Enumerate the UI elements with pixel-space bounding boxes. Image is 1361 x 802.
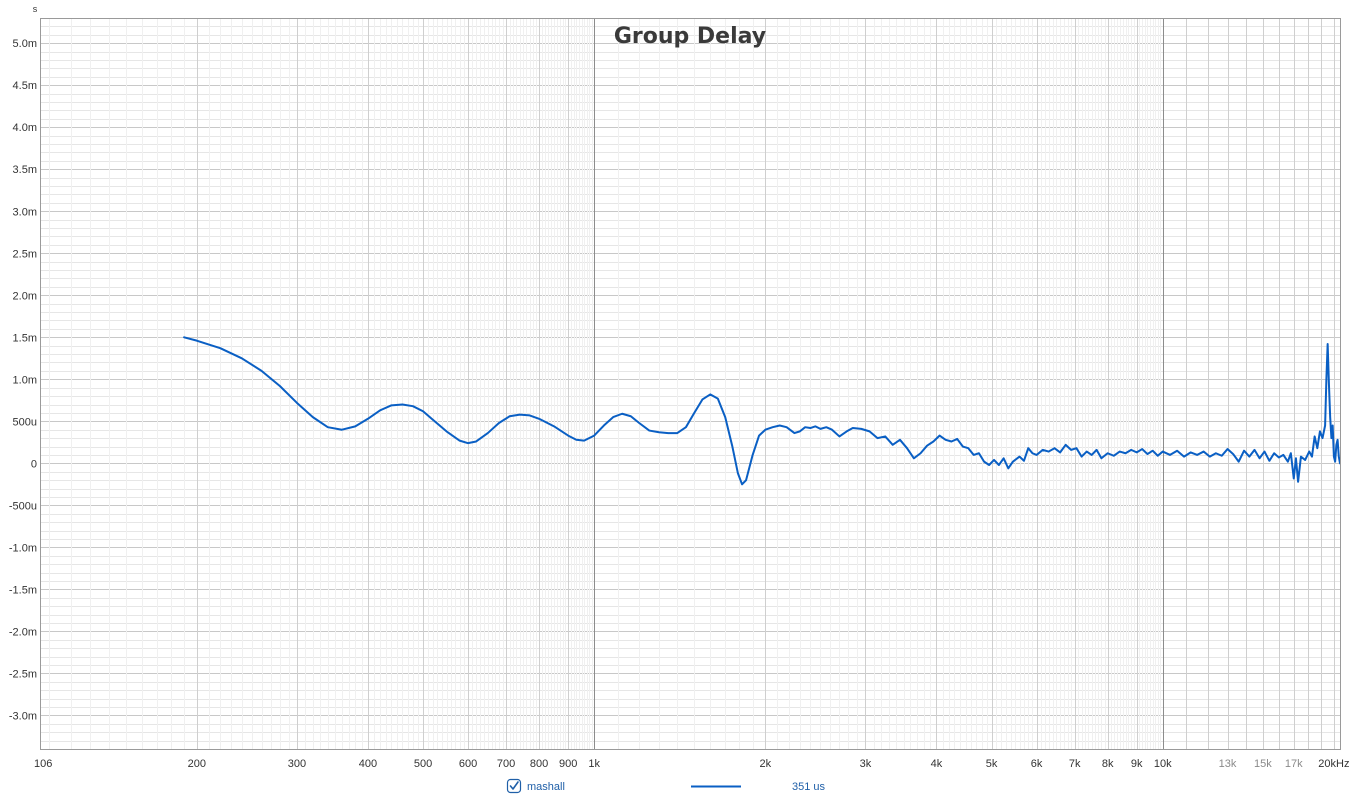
x-tick-label: 106 [34,758,52,770]
x-tick-label: 20kHz [1318,758,1349,770]
x-tick-label: 13k [1219,758,1237,770]
x-tick-label: 17k [1285,758,1303,770]
x-tick-label: 200 [188,758,206,770]
y-axis-ticks: 5.0m 4.5m 4.0m 3.5m 3.0m 2.5m 2.0m 1.5m 1.0m 500u… [9,38,37,722]
legend-value: 351 us [792,781,826,793]
y-tick-label: -2.5m [9,668,37,680]
x-tick-label: 8k [1102,758,1114,770]
y-tick-label: -2.0m [9,626,37,638]
y-tick-label: 4.5m [13,80,37,92]
x-tick-label: 3k [860,758,872,770]
x-tick-label: 1k [588,758,600,770]
y-tick-label: 1.5m [13,332,37,344]
x-tick-label: 900 [559,758,577,770]
y-tick-label: -3.0m [9,710,37,722]
legend-series-name[interactable]: mashall [527,781,565,793]
plot-frame [40,18,1341,750]
x-tick-label: 6k [1031,758,1043,770]
y-tick-label: -1.5m [9,584,37,596]
y-tick-label: 1.0m [13,374,37,386]
x-tick-label: 2k [760,758,772,770]
y-tick-label: -500u [9,500,37,512]
y-tick-label: 0 [31,458,37,470]
chart-title: Group Delay [614,24,766,49]
x-tick-label: 300 [288,758,306,770]
x-tick-label: 15k [1254,758,1272,770]
y-tick-label: 3.5m [13,164,37,176]
legend: mashall 351 us [506,778,826,794]
y-tick-label: 2.0m [13,290,37,302]
checkmark-icon [509,781,519,790]
y-tick-label: 2.5m [13,248,37,260]
x-tick-label: 600 [459,758,477,770]
x-tick-label: 500 [414,758,432,770]
x-axis-ticks: 106 200 300 400 500 600 700 800 900 1k 2k 3k 4k 5k 6k 7… [34,758,1349,770]
x-tick-label: 4k [931,758,943,770]
series-line-mashall [183,336,1341,486]
y-tick-label: 5.0m [13,38,37,50]
y-axis-unit-label: s [33,4,38,14]
y-tick-label: 500u [13,416,37,428]
x-tick-label: 400 [359,758,377,770]
x-tick-label: 7k [1069,758,1081,770]
x-tick-label: 9k [1131,758,1143,770]
grid [40,18,1340,750]
y-tick-label: 4.0m [13,122,37,134]
x-tick-label: 800 [530,758,548,770]
legend-checkbox[interactable] [506,778,522,794]
x-tick-label: 5k [986,758,998,770]
y-tick-label: 3.0m [13,206,37,218]
x-tick-label: 700 [497,758,515,770]
y-tick-label: -1.0m [9,542,37,554]
x-tick-label: 10k [1154,758,1172,770]
series-layer [183,336,1341,486]
